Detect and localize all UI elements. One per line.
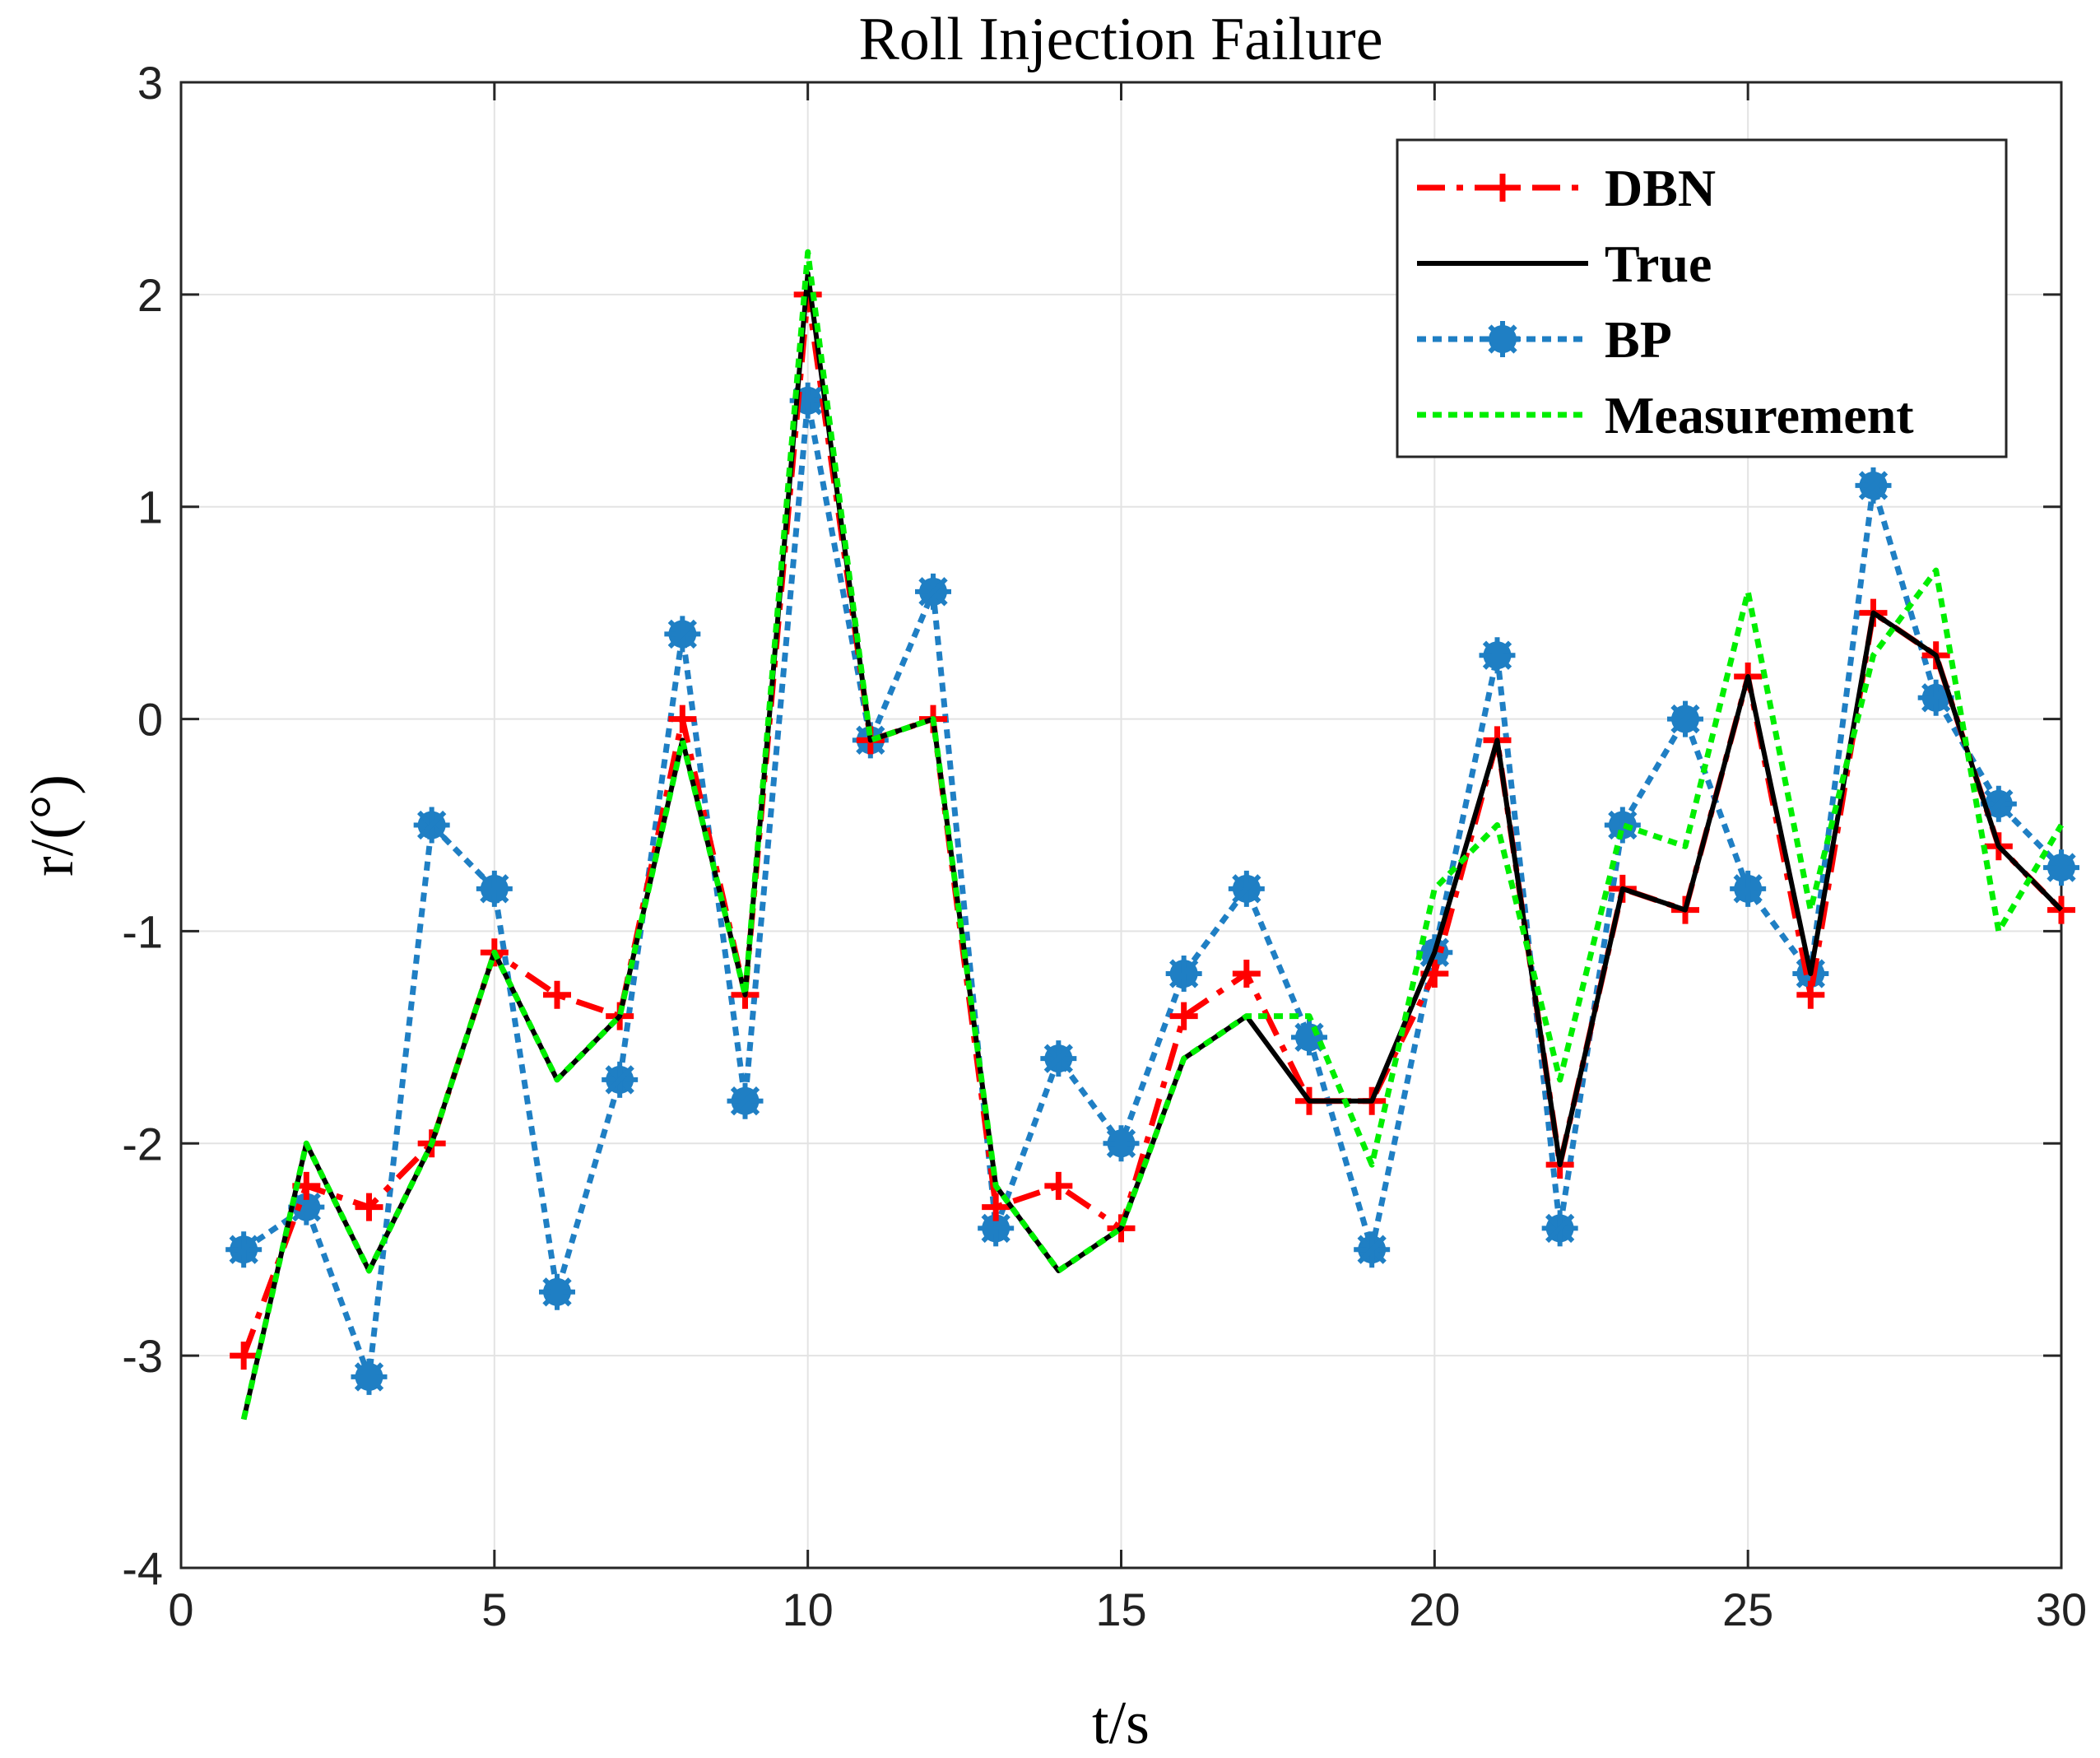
data-point-bp xyxy=(602,1061,639,1098)
series-line-measurement xyxy=(240,249,2065,1421)
legend: DBN True BP Measurement xyxy=(1396,138,2008,458)
x-tick-label: 15 xyxy=(1095,1584,1146,1635)
data-point-bp xyxy=(225,1231,262,1268)
series-line-true xyxy=(241,271,2064,1421)
legend-marker-bp xyxy=(1484,321,1521,357)
data-point-bp xyxy=(1730,870,1767,907)
x-tick-label: 10 xyxy=(783,1584,834,1635)
data-point-dbn xyxy=(1796,980,1825,1009)
data-point-bp xyxy=(978,1210,1015,1247)
legend-label-dbn: DBN xyxy=(1605,159,1716,217)
legend-label-bp: BP xyxy=(1605,310,1672,369)
axis-ticks: 0 5 10 15 20 25 30 -4 -3 -2 -1 0 1 2 3 xyxy=(122,57,2087,1635)
data-point-bp xyxy=(1040,1040,1077,1077)
legend-box xyxy=(1396,138,2008,458)
data-point-dbn xyxy=(1232,960,1261,988)
data-point-bp xyxy=(664,616,701,653)
series-layer xyxy=(225,249,2079,1421)
data-point-bp xyxy=(288,1188,325,1225)
data-point-bp xyxy=(1541,1210,1578,1247)
legend-label-true: True xyxy=(1605,235,1712,293)
y-tick-label: 0 xyxy=(137,694,163,746)
data-point-bp xyxy=(1667,700,1703,737)
y-tick-label: -2 xyxy=(122,1118,163,1170)
data-point-dbn xyxy=(1169,1002,1198,1030)
data-point-bp xyxy=(1103,1125,1140,1162)
data-point-dbn xyxy=(1044,1171,1073,1200)
x-tick-label: 5 xyxy=(481,1584,507,1635)
legend-marker-dbn xyxy=(1489,174,1517,202)
y-tick-label: 2 xyxy=(137,269,163,321)
data-point-dbn xyxy=(230,1342,258,1370)
data-point-dbn xyxy=(543,980,571,1009)
y-axis-label: r/(°) xyxy=(19,774,86,877)
x-tick-label: 20 xyxy=(1409,1584,1460,1635)
y-tick-label: -4 xyxy=(122,1542,163,1594)
data-point-dbn xyxy=(668,705,697,733)
series-measurement xyxy=(240,249,2065,1421)
data-point-bp xyxy=(915,573,951,610)
y-tick-label: -1 xyxy=(122,905,163,957)
legend-entry-measurement: Measurement xyxy=(1417,386,1914,444)
series-bp xyxy=(225,382,2079,1395)
data-point-dbn xyxy=(2047,895,2075,924)
y-tick-label: 1 xyxy=(137,481,163,533)
y-tick-label: 3 xyxy=(137,57,163,109)
data-point-bp xyxy=(1479,637,1516,674)
legend-entry-bp: BP xyxy=(1417,310,1672,369)
data-point-bp xyxy=(476,870,513,907)
x-tick-label: 25 xyxy=(1722,1584,1773,1635)
data-point-dbn xyxy=(982,1193,1011,1221)
data-point-bp xyxy=(1354,1231,1391,1268)
x-tick-label: 0 xyxy=(168,1584,193,1635)
x-tick-label: 30 xyxy=(2036,1584,2087,1635)
series-true xyxy=(241,271,2064,1421)
data-point-bp xyxy=(351,1358,388,1395)
data-point-bp xyxy=(1228,870,1265,907)
data-point-bp xyxy=(1604,807,1641,844)
data-point-bp xyxy=(413,807,450,844)
chart-title: Roll Injection Failure xyxy=(858,6,1382,73)
data-point-dbn xyxy=(355,1193,383,1221)
x-axis-label: t/s xyxy=(1092,1690,1150,1757)
legend-entry-dbn: DBN xyxy=(1417,159,1716,217)
series-line-bp xyxy=(242,398,2064,1380)
legend-label-measurement: Measurement xyxy=(1605,386,1914,444)
data-point-bp xyxy=(1855,467,1892,504)
data-point-bp xyxy=(539,1273,575,1310)
data-point-bp xyxy=(727,1082,764,1119)
data-point-bp xyxy=(2043,849,2079,886)
y-tick-label: -3 xyxy=(122,1330,163,1382)
data-point-bp xyxy=(1165,956,1202,992)
legend-entry-true: True xyxy=(1417,235,1712,293)
